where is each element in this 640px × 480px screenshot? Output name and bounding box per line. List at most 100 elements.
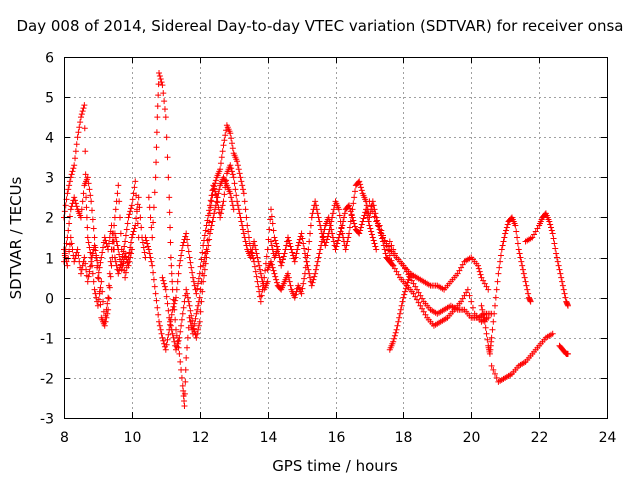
data-point <box>243 206 249 212</box>
data-point <box>503 227 509 233</box>
data-point <box>69 171 75 177</box>
data-point <box>219 154 225 160</box>
data-point <box>74 141 80 147</box>
data-point <box>166 194 172 200</box>
data-point <box>360 215 366 221</box>
data-point <box>180 311 186 317</box>
data-point <box>278 263 284 269</box>
data-point <box>69 168 75 174</box>
data-point <box>65 186 71 192</box>
data-point <box>169 271 175 277</box>
data-point <box>155 312 161 318</box>
data-point <box>167 209 173 215</box>
data-point <box>307 230 313 236</box>
data-point <box>168 263 174 269</box>
data-point <box>314 263 320 269</box>
data-point <box>301 246 307 252</box>
data-point <box>81 102 87 108</box>
data-point <box>89 207 95 213</box>
data-point <box>185 243 191 249</box>
data-point <box>338 225 344 231</box>
data-point <box>554 255 560 261</box>
data-point <box>330 235 336 241</box>
data-point <box>148 259 154 265</box>
y-tick-label: 4 <box>45 131 54 147</box>
data-point <box>92 235 98 241</box>
data-point <box>152 189 158 195</box>
data-point <box>176 271 182 277</box>
data-point <box>306 239 312 245</box>
data-point <box>175 279 181 285</box>
data-point <box>318 243 324 249</box>
data-point <box>129 235 135 241</box>
data-point <box>162 106 168 112</box>
data-point <box>183 287 189 293</box>
series-trace-12 <box>387 271 413 353</box>
data-point <box>513 228 519 234</box>
y-tick-label: 2 <box>45 211 54 227</box>
data-point <box>107 271 113 277</box>
data-point <box>125 220 131 226</box>
data-point <box>229 198 235 204</box>
data-point <box>163 114 169 120</box>
data-point <box>557 271 563 277</box>
data-point <box>86 240 92 246</box>
data-point <box>218 160 224 166</box>
data-point <box>157 323 163 329</box>
data-point <box>228 135 234 141</box>
data-point <box>235 162 241 168</box>
data-point <box>285 235 291 241</box>
data-point <box>217 214 223 220</box>
y-tick-label: -2 <box>40 372 54 388</box>
data-point <box>243 214 249 220</box>
data-point <box>288 244 294 250</box>
data-point <box>349 211 355 217</box>
data-point <box>271 268 277 274</box>
data-point <box>181 403 187 409</box>
data-point <box>524 287 530 293</box>
data-point <box>190 275 196 281</box>
data-point <box>159 331 165 337</box>
data-point <box>308 222 314 228</box>
sdtvar-chart: Day 008 of 2014, Sidereal Day-to-day VTE… <box>0 0 640 480</box>
data-point <box>193 335 199 341</box>
data-point <box>183 367 189 373</box>
data-point <box>255 259 261 265</box>
data-point <box>560 283 566 289</box>
data-point <box>305 247 311 253</box>
data-point <box>240 186 246 192</box>
data-point <box>149 263 155 269</box>
y-tick-label: 6 <box>45 51 54 67</box>
data-point <box>176 351 182 357</box>
x-tick-label: 10 <box>124 430 142 446</box>
data-point <box>151 277 157 283</box>
data-point <box>562 291 568 297</box>
data-point <box>154 129 160 135</box>
data-point <box>152 284 158 290</box>
data-point <box>366 222 372 228</box>
data-point <box>237 174 243 180</box>
data-point <box>114 190 120 196</box>
data-point <box>146 194 152 200</box>
data-point <box>370 235 376 241</box>
data-point <box>82 125 88 131</box>
data-point <box>85 279 91 285</box>
data-point <box>71 162 77 168</box>
data-point <box>165 174 171 180</box>
data-point <box>306 271 312 277</box>
data-point <box>91 225 97 231</box>
data-point <box>161 281 167 287</box>
data-point <box>221 198 227 204</box>
data-point <box>155 103 161 109</box>
data-point <box>400 295 406 301</box>
data-point <box>496 265 502 271</box>
data-point <box>91 279 97 285</box>
data-point <box>316 218 322 224</box>
data-point <box>221 137 227 143</box>
data-point <box>238 178 244 184</box>
data-point <box>149 235 155 241</box>
data-point <box>171 301 177 307</box>
data-point <box>161 98 167 104</box>
data-point <box>78 271 84 277</box>
data-point <box>231 174 237 180</box>
